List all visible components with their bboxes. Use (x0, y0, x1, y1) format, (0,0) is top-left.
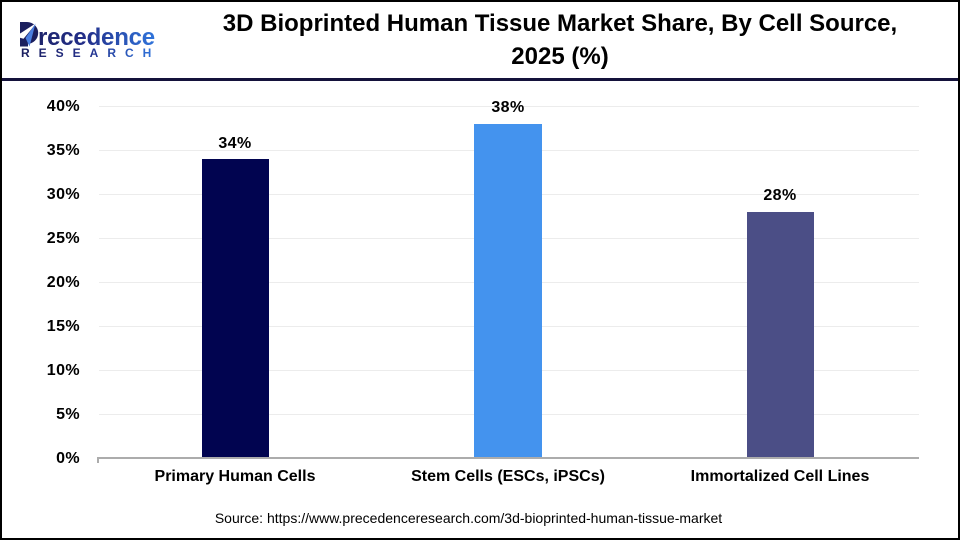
svg-text:RESEARCH: RESEARCH (21, 46, 160, 60)
svg-text:recedence: recedence (38, 24, 155, 51)
